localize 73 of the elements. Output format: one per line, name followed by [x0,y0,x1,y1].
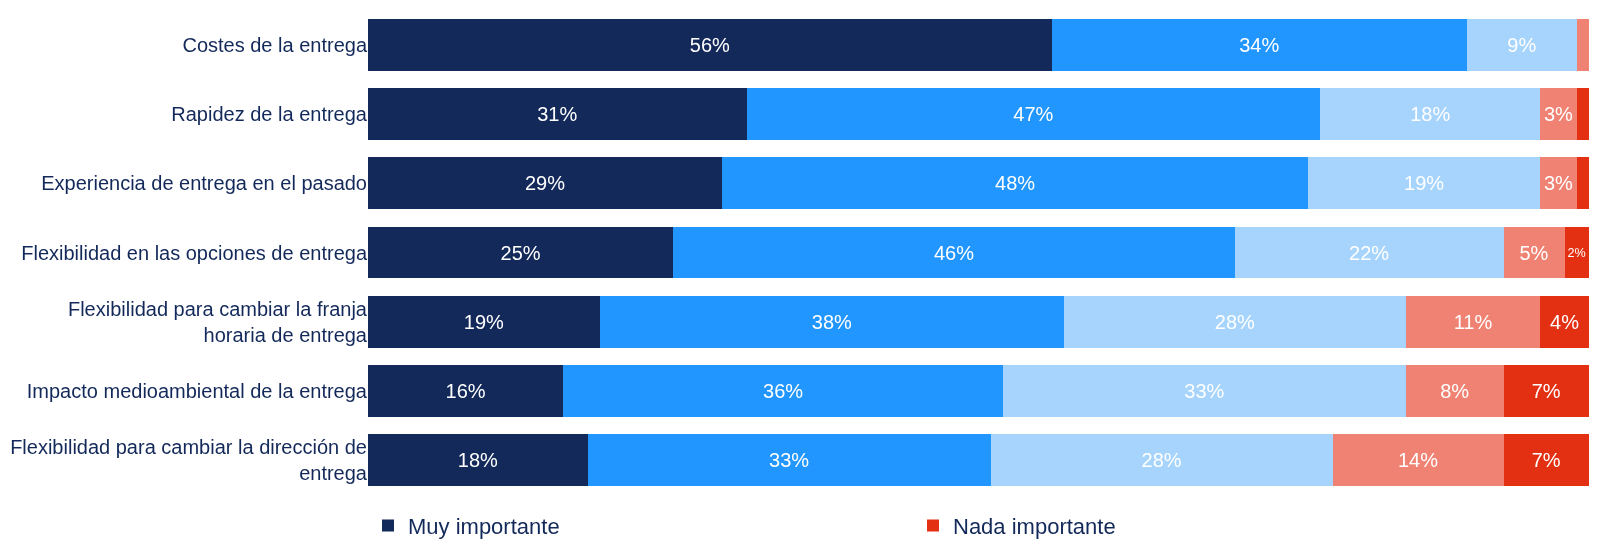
data-label: 31% [537,102,578,125]
bar [368,157,723,210]
bar [368,365,564,418]
data-label: 19% [1404,172,1445,195]
bar [1540,87,1577,140]
y-tick-label: Flexibilidad en las opciones de entrega [21,241,368,264]
bar [1576,157,1589,210]
data-label: 33% [1184,380,1225,403]
bar [368,226,674,279]
data-label: 47% [1013,102,1054,125]
bar [1308,157,1541,210]
bar [1332,434,1504,487]
bar [1063,295,1406,348]
bar [1576,18,1589,71]
bar [1234,226,1504,279]
bar [1540,295,1589,348]
bar [1540,157,1577,210]
bar [722,157,1309,210]
bar [1503,226,1565,279]
data-label: 18% [1410,102,1451,125]
data-label: 46% [933,241,975,264]
legend-label: Nada importante [953,514,1116,540]
data-label: 4% [1550,310,1580,333]
bar [368,295,600,348]
data-label: 8% [1440,380,1470,403]
bar [1503,365,1589,418]
data-label: 28% [1141,449,1182,472]
data-label: 2% [1567,245,1586,260]
data-label: 3% [1543,102,1574,125]
data-label: 18% [457,449,499,472]
data-label: 5% [1519,241,1549,264]
bar [1320,87,1541,140]
bar [1051,18,1467,71]
data-label: 25% [500,241,541,264]
bar [1503,434,1589,487]
data-label: 28% [1214,310,1256,333]
data-label: 16% [445,380,486,403]
bar [990,434,1333,487]
data-label: 11% [1453,310,1493,333]
bar [746,87,1321,140]
bar [599,295,1064,348]
data-label: 19% [463,310,505,333]
data-label: 9% [1507,33,1537,56]
data-label: 36% [763,380,804,403]
legend-label: Muy importante [408,514,560,540]
y-tick-label: Costes de la entrega [182,33,368,56]
bar [1002,365,1406,418]
y-tick-label: Flexibilidad para cambiar la franja horaria de entrega [67,297,368,346]
y-tick-label: Rapidez de la entrega [171,102,368,125]
data-label: 14% [1397,449,1439,472]
y-tick-label: Experiencia de entrega en el pasado [41,172,367,195]
data-label: 7% [1531,380,1561,403]
bar [1405,295,1541,348]
bar [1466,18,1577,71]
y-tick-label: Impacto medioambiental de la entrega [26,380,368,403]
bar [368,434,588,487]
bar [368,18,1052,71]
data-label: 38% [811,310,853,333]
data-label: 3% [1543,172,1574,195]
data-label: 56% [689,33,730,56]
data-label: 33% [769,449,810,472]
bar [587,434,991,487]
bar [1405,365,1504,418]
data-label: 48% [995,172,1036,195]
bar [1576,87,1589,140]
bar [368,87,747,140]
y-tick-label: Flexibilidad para cambiar la dirección de entrega [10,436,368,485]
data-label: 7% [1531,449,1561,472]
data-label: 22% [1349,241,1390,264]
bar [673,226,1235,279]
data-label: 29% [524,172,566,195]
bar [563,365,1003,418]
data-label: 34% [1239,33,1280,56]
